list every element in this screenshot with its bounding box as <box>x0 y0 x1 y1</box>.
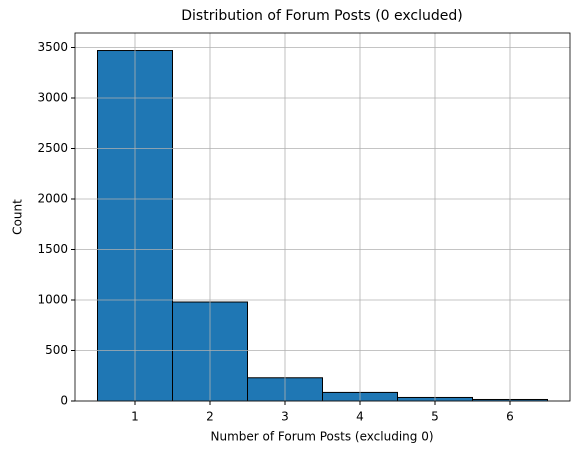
y-tick-label: 2500 <box>37 141 68 155</box>
x-tick-label: 2 <box>206 410 214 424</box>
y-tick-label: 3500 <box>37 40 68 54</box>
x-tick-label: 6 <box>506 410 514 424</box>
y-tick-label: 3000 <box>37 90 68 104</box>
x-tick-label: 5 <box>431 410 439 424</box>
plot-frame <box>74 32 571 402</box>
y-tick-label: 0 <box>60 394 68 408</box>
y-tick-label: 500 <box>45 343 68 357</box>
y-tick-label: 1000 <box>37 292 68 306</box>
x-tick-label: 1 <box>131 410 139 424</box>
chart-title: Distribution of Forum Posts (0 excluded) <box>181 8 462 24</box>
x-axis-label: Number of Forum Posts (excluding 0) <box>210 430 433 444</box>
y-tick-label: 1500 <box>37 242 68 256</box>
x-tick-label: 4 <box>356 410 364 424</box>
y-tick-label: 2000 <box>37 191 68 205</box>
x-tick-label: 3 <box>281 410 289 424</box>
y-axis-label: Count <box>11 199 25 235</box>
